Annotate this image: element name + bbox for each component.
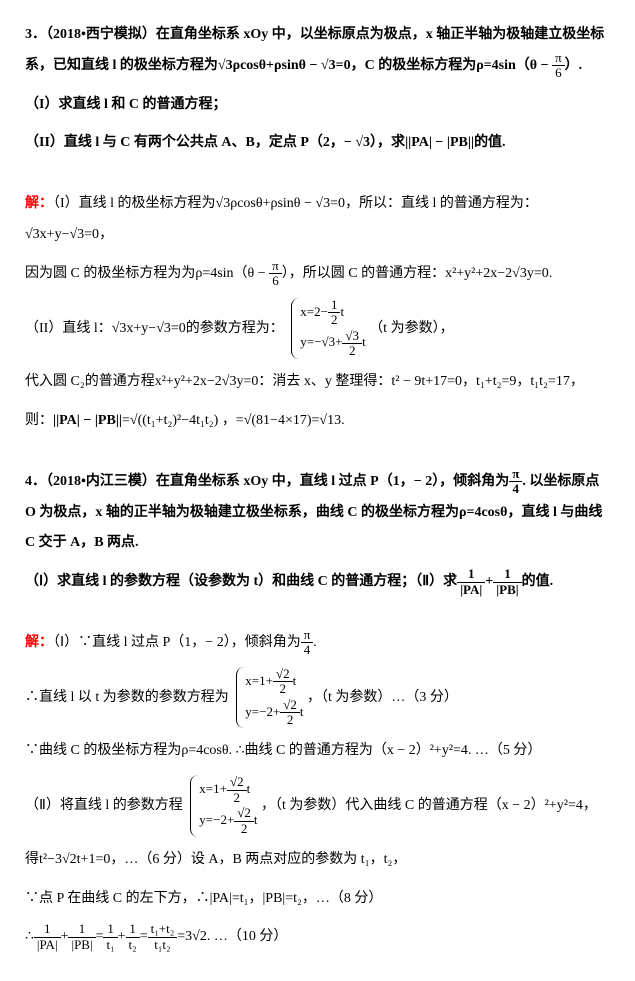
param-brace-2: x=1+√22t y=−2+√22t: [236, 667, 303, 729]
p3-text-2: ，C 的极坐标方程为ρ=4sin（θ −: [351, 58, 553, 73]
p4-plus-2: +: [61, 929, 69, 944]
frac-pi-4: π4: [509, 467, 522, 497]
p3-eq1: √3ρcosθ+ρsinθ − √3=0: [218, 58, 351, 73]
p3-q2-b: ||PA| − |PB||: [405, 135, 474, 150]
answer-label: 解：: [25, 196, 53, 211]
frac-1pb-2: 1|PB|: [68, 922, 95, 952]
p3-q2-c: 的值.: [474, 135, 506, 150]
p3-a4-b: x²+y²+2x−2√3y=0: [155, 374, 259, 389]
p4-answer-2: ∴直线 l 以 t 为参数的参数方程为 x=1+√22t y=−2+√22t ，…: [25, 667, 610, 729]
problem-4-header: 4．（2018•内江三模）在直角坐标系 xOy 中，直线 l 过点 P（1，− …: [25, 467, 610, 559]
p3-a3-c: 的参数方程为：: [186, 321, 284, 336]
p4-q1: （Ⅰ）求直线 l 的参数方程（设参数为 t）和曲线 C 的普通方程；（Ⅱ）求1|…: [25, 567, 610, 598]
p3-q2: （II）直线 l 与 C 有两个公共点 A、B，定点 P（2，− √3），求||…: [25, 128, 610, 159]
problem-3-header: 3．（2018•西宁模拟）在直角坐标系 xOy 中，以坐标原点为极点，x 轴正半…: [25, 20, 610, 82]
p4-a5-b: t²−3√2t+1=0: [39, 852, 110, 867]
frac-1pb: 1|PB|: [493, 567, 521, 597]
p3-q2-a: （II）直线 l 与 C 有两个公共点 A、B，定点 P（2，− √3），求: [25, 135, 405, 150]
p4-answer-1: 解：（Ⅰ）∵直线 l 过点 P（1，− 2），倾斜角为π4.: [25, 628, 610, 659]
p4-a5-a: 得: [25, 852, 39, 867]
p3-a3-d: （t 为参数），: [369, 321, 453, 336]
frac-sum: t₁+t₂t₁t₂: [148, 922, 178, 952]
frac-pi-6: π6: [552, 51, 565, 81]
p4-a1-a: （Ⅰ）∵直线 l 过点 P（1，− 2），倾斜角为: [53, 635, 301, 650]
p3-a5-d: ，=√(81−4×17)=√13.: [218, 413, 344, 428]
p4-answer-6: ∵点 P 在曲线 C 的左下方，∴|PA|=t₁，|PB|=t₂，…（8 分）: [25, 884, 610, 915]
frac-pi-6-b: π6: [269, 259, 282, 289]
p4-a7-result: =3√2. …（10 分）: [177, 929, 287, 944]
p3-a2-b: ），所以圆 C 的普通方程：: [282, 266, 445, 281]
p3-a2-c: x²+y²+2x−2√3y=0: [445, 266, 549, 281]
p3-answer-2: 因为圆 C 的极坐标方程为为ρ=4sin（θ − π6），所以圆 C 的普通方程…: [25, 259, 610, 290]
p3-answer-5: 则：||PA| − |PB||=√((t₁+t₂)²−4t₁t₂) ，=√(81…: [25, 406, 610, 437]
p4-eq-1: =: [96, 929, 104, 944]
frac-1t2: 1t₂: [126, 922, 140, 952]
p4-answer-5: 得t²−3√2t+1=0，…（6 分）设 A，B 两点对应的参数为 t₁，t₂，: [25, 845, 610, 876]
param-brace-3: x=1+√22t y=−2+√22t: [190, 775, 257, 837]
frac-1pa: 1|PA|: [457, 567, 485, 597]
p3-a4-a: 代入圆 C₂的普通方程: [25, 374, 155, 389]
p4-answer-3: ∵曲线 C 的极坐标方程为ρ=4cosθ. ∴曲线 C 的普通方程为（x − 2…: [25, 736, 610, 767]
p4-a4-a: （Ⅱ）将直线 l 的参数方程: [25, 798, 183, 813]
p3-a1-c: ，: [99, 227, 113, 242]
frac-1pa-2: 1|PA|: [34, 922, 61, 952]
p4-a1-b: .: [313, 635, 317, 650]
p3-a3-b: √3x+y−√3=0: [112, 321, 186, 336]
p3-answer-4: 代入圆 C₂的普通方程x²+y²+2x−2√3y=0：消去 x、y 整理得：t²…: [25, 367, 610, 398]
p3-q1: （I）求直线 l 和 C 的普通方程；: [25, 90, 610, 121]
frac-pi-4-b: π4: [301, 628, 314, 658]
p4-h-a: 4．（2018•内江三模）在直角坐标系 xOy 中，直线 l 过点 P（1，− …: [25, 474, 509, 489]
p4-eq-2: =: [140, 929, 148, 944]
p4-a2-b: ，（t 为参数）…（3 分）: [307, 690, 458, 705]
p3-a1-b: √3x+y−√3=0: [25, 227, 99, 242]
param-brace-1: x=2−12t y=−√3+√32t: [291, 298, 365, 360]
p3-a4-c: 消去 x、y 整理得：t² − 9t+17=0，t₁+t₂=9，t₁t₂=17，: [272, 374, 583, 389]
p3-text-3: ）.: [565, 58, 583, 73]
p4-a4-b: ，（t 为参数）代入曲线 C 的普通方程（x − 2）²+y²=4，: [261, 798, 597, 813]
p4-a5-c: ，…（6 分）设 A，B 两点对应的参数为 t₁，t₂，: [110, 852, 406, 867]
p3-a3-a: （II）直线 l：: [25, 321, 112, 336]
p3-a5-sqrt: √((t₁+t₂)²−4t₁t₂): [130, 413, 218, 428]
p4-plus: +: [485, 574, 493, 589]
p4-q1-a: （Ⅰ）求直线 l 的参数方程（设参数为 t）和曲线 C 的普通方程；（Ⅱ）求: [25, 574, 457, 589]
p3-a5-c: =: [122, 413, 130, 428]
frac-1t1: 1t₁: [103, 922, 117, 952]
p4-a7-a: ∴: [25, 929, 34, 944]
p4-q1-b: 的值.: [522, 574, 554, 589]
p3-a2-a: 因为圆 C 的极坐标方程为为ρ=4sin（θ −: [25, 266, 269, 281]
p4-answer-7: ∴1|PA|+1|PB|=1t₁+1t₂=t₁+t₂t₁t₂=3√2. …（10…: [25, 922, 610, 953]
p3-answer-3: （II）直线 l：√3x+y−√3=0的参数方程为： x=2−12t y=−√3…: [25, 298, 610, 360]
p4-a2-a: ∴直线 l 以 t 为参数的参数方程为: [25, 690, 229, 705]
p3-a1-a: （I）直线 l 的极坐标方程为√3ρcosθ+ρsinθ − √3=0，所以：直…: [53, 196, 538, 211]
p3-answer-1: 解：（I）直线 l 的极坐标方程为√3ρcosθ+ρsinθ − √3=0，所以…: [25, 189, 610, 251]
answer-label-4: 解：: [25, 635, 53, 650]
p3-a5-b: ||PA| − |PB||: [53, 413, 122, 428]
p4-answer-4: （Ⅱ）将直线 l 的参数方程 x=1+√22t y=−2+√22t ，（t 为参…: [25, 775, 610, 837]
p3-a5-a: 则：: [25, 413, 53, 428]
p4-plus-3: +: [118, 929, 126, 944]
